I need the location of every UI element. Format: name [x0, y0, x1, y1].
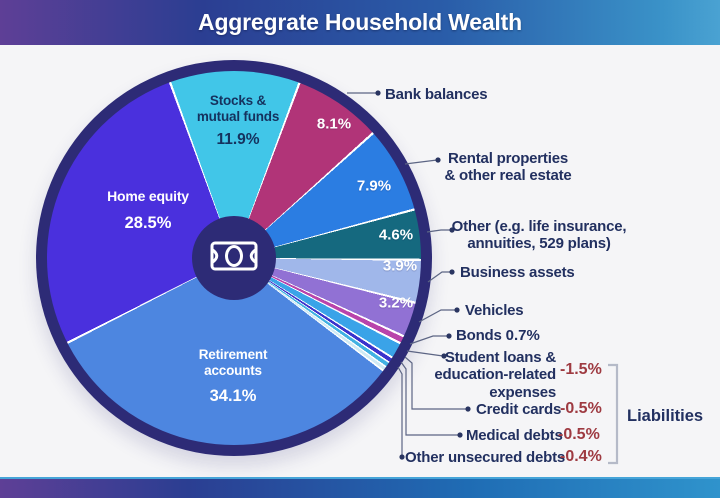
callout-credit-cards: Credit cards [476, 401, 562, 418]
slice-percent: 28.5% [124, 213, 172, 232]
slice-percent: 34.1% [209, 386, 257, 405]
callout-bank-balances: Bank balances [385, 86, 488, 103]
negative-percent-other-unsecured: -0.4% [560, 448, 602, 465]
slice-percent-rental: 7.9% [356, 177, 392, 195]
title-bar: Aggregrate Household Wealth [0, 0, 720, 45]
slice-percent-business: 3.9% [382, 257, 418, 275]
slice-percent-bank: 8.1% [316, 115, 352, 133]
banknote-icon [209, 240, 259, 277]
slice-percent: 11.9% [216, 130, 260, 148]
page-title: Aggregrate Household Wealth [198, 9, 522, 35]
slice-name: Retirement accounts [198, 347, 268, 378]
callout-bonds-label: Bonds [456, 327, 502, 344]
slice-label-stocks: Stocks & mutual funds 11.9% [195, 93, 281, 149]
slice-label-home-equity: Home equity 28.5% [101, 188, 195, 233]
callout-bonds-percent: 0.7% [505, 327, 540, 344]
pie-center-hub [192, 216, 276, 300]
callout-other-insurance: Other (e.g. life insurance, annuities, 5… [451, 218, 627, 253]
slice-percent-other: 4.6% [378, 226, 414, 244]
slice-percent-vehicles: 3.2% [378, 294, 414, 312]
callout-business-assets: Business assets [460, 264, 575, 281]
callout-student-loans: Student loans & education-related expens… [434, 349, 556, 401]
callout-other-unsecured-debts: Other unsecured debts [405, 449, 566, 466]
liabilities-bracket [608, 363, 619, 465]
callout-rental-properties: Rental properties & other real estate [444, 150, 572, 185]
negative-percent-credit-cards: -0.5% [560, 400, 602, 417]
negative-percent-medical-debts: -0.5% [558, 426, 600, 443]
callout-vehicles: Vehicles [465, 302, 524, 319]
footer-bar [0, 477, 720, 498]
callout-medical-debts: Medical debts [466, 427, 563, 444]
slice-name: Home equity [107, 188, 189, 204]
callout-bonds: Bonds 0.7% [456, 327, 540, 344]
slice-label-retirement: Retirement accounts 34.1% [181, 347, 285, 406]
negative-percent-student-loans: -1.5% [560, 361, 602, 378]
slice-name: Stocks & mutual funds [196, 93, 280, 124]
pie-chart [36, 60, 432, 456]
liabilities-group-label: Liabilities [627, 407, 704, 425]
